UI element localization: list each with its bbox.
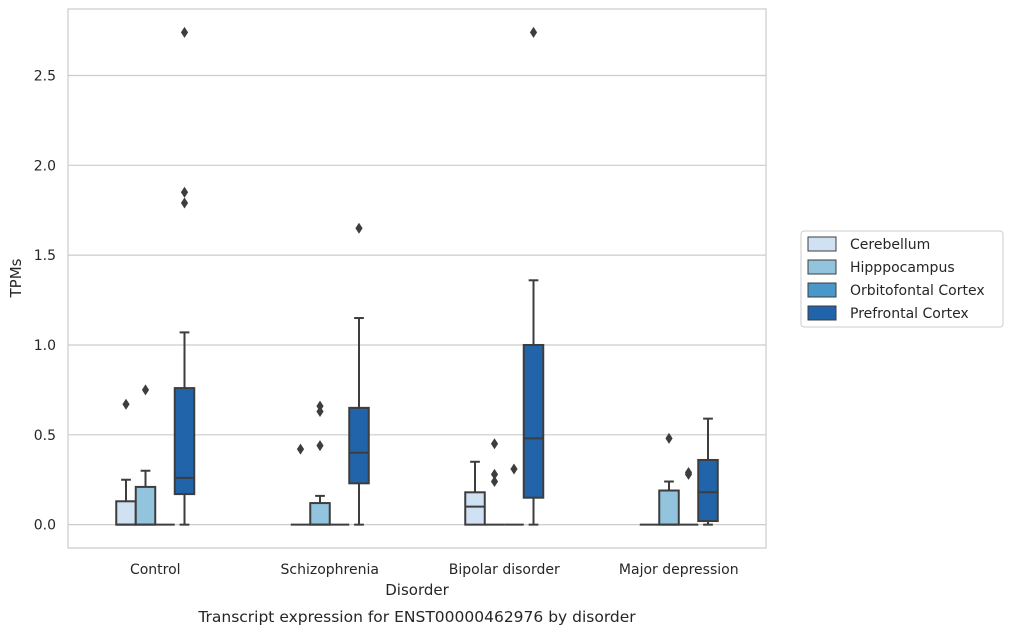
outlier-point (490, 476, 499, 488)
outlier-point (122, 398, 130, 410)
outlier-point (490, 438, 499, 450)
outlier-point (296, 443, 305, 455)
y-tick-label: 1.5 (34, 248, 56, 264)
box-hipppocampus (484, 438, 505, 526)
box-body (464, 491, 486, 526)
x-tick-label: Bipolar disorder (449, 562, 560, 578)
outlier-point (316, 400, 324, 412)
plot-area (67, 8, 767, 549)
box-prefrontal-cortex (697, 417, 719, 526)
x-axis-label: Disorder (385, 581, 449, 599)
x-tick-label: Major depression (619, 562, 739, 578)
outlier-point (510, 463, 518, 475)
legend: Cerebellum Hipppocampus Orbitofontal Corte… (800, 230, 1004, 328)
y-tick-label: 0.5 (34, 428, 56, 444)
y-axis-ticks: 0.0 0.5 1.0 1.5 2.0 2.5 (34, 68, 56, 533)
y-tick-label: 1.0 (34, 338, 56, 354)
box-prefrontal-cortex (522, 26, 545, 526)
box-prefrontal-cortex (173, 26, 196, 526)
outlier-point (141, 384, 150, 396)
outlier-point (316, 440, 324, 452)
outlier-point (180, 197, 189, 209)
x-axis-ticks: Control Schizophrenia Bipolar disorder Majo… (130, 562, 739, 578)
box-body (173, 387, 196, 496)
y-axis-label: TPMs (7, 258, 25, 298)
box-body (134, 485, 157, 526)
legend-item-label: Cerebellum (850, 237, 930, 253)
box-body (658, 489, 680, 526)
outlier-point (665, 432, 673, 444)
legend-swatch (807, 305, 837, 321)
box-hipppocampus (658, 432, 680, 526)
legend-frame (800, 230, 1004, 328)
legend-item-label: Hipppocampus (850, 260, 955, 276)
outlier-point (180, 26, 189, 38)
box-cerebellum (464, 460, 486, 526)
legend-swatch (807, 236, 837, 252)
outlier-point (529, 26, 538, 38)
y-tick-label: 0.0 (34, 518, 56, 534)
y-tick-label: 2.0 (34, 158, 56, 174)
box-orbitofontal-cortex (678, 467, 699, 526)
box-body (115, 500, 137, 526)
box-prefrontal-cortex (348, 222, 370, 526)
legend-item-label: Prefrontal Cortex (850, 306, 969, 322)
y-tick-label: 2.5 (34, 68, 56, 84)
outlier-point (180, 186, 189, 198)
box-body (309, 502, 331, 526)
chart-caption: Transcript expression for ENST0000046297… (197, 608, 636, 626)
box-hipppocampus (309, 400, 331, 526)
box-body (697, 458, 719, 523)
legend-item-label: Orbitofontal Cortex (850, 283, 985, 299)
outlier-point (490, 468, 499, 480)
outlier-point (684, 467, 693, 479)
legend-swatch (807, 282, 837, 298)
boxes (115, 26, 719, 526)
box-cerebellum (290, 443, 311, 526)
x-tick-label: Control (130, 562, 181, 578)
outlier-point (355, 222, 363, 234)
box-hipppocampus (134, 384, 157, 526)
box-body (348, 406, 370, 485)
x-tick-label: Schizophrenia (281, 562, 379, 578)
box-orbitofontal-cortex (504, 463, 524, 526)
box-body (522, 343, 545, 499)
legend-swatch (807, 259, 837, 275)
